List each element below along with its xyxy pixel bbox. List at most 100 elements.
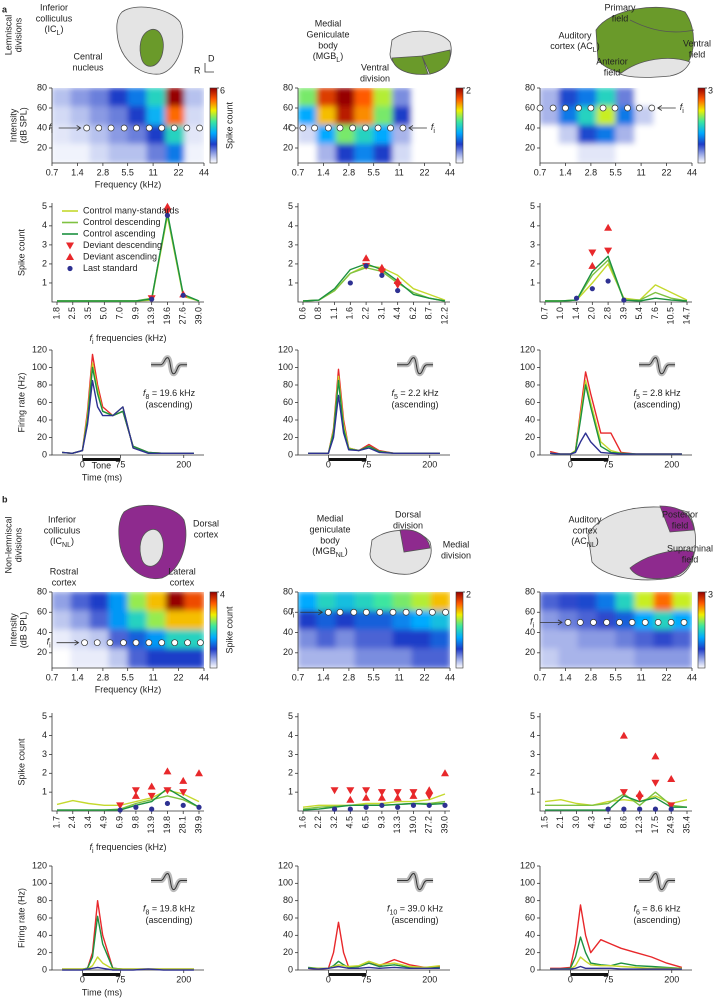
stim-label: fi — [680, 102, 685, 115]
anatomy-label: (ACNL) — [571, 536, 598, 549]
x-tick-label: 1.5 — [539, 816, 549, 829]
heat-cell — [392, 592, 413, 612]
stim-arrow — [300, 609, 324, 616]
y-tick-label: 1 — [530, 787, 535, 797]
colorbar-tick-label: 3 — [708, 589, 713, 599]
heat-cell — [634, 629, 655, 650]
heat-cell — [392, 125, 413, 145]
x-tick-label: 1.4 — [71, 672, 84, 682]
x-tick-label: 11 — [394, 167, 403, 177]
annotation-part: = 19.8 kHz — [149, 904, 195, 914]
anatomy-label: division — [360, 73, 390, 83]
deviant-marker — [163, 202, 172, 210]
heat-cell — [634, 143, 655, 163]
heat-cell — [672, 592, 692, 612]
x-tick-label: 200 — [176, 459, 191, 469]
stim-arrow — [657, 105, 676, 111]
y-tick-label: 80 — [37, 82, 47, 92]
last-standard-marker — [196, 804, 202, 810]
deviant-marker — [179, 776, 188, 784]
x-tick-label: 12.2 — [439, 307, 449, 325]
waveform — [151, 357, 188, 375]
last-standard-marker — [347, 806, 353, 812]
series-line — [308, 965, 440, 970]
heat-cell — [392, 88, 413, 108]
last-standard-marker — [379, 802, 385, 808]
y-tick-label: 20 — [37, 647, 47, 657]
heat-cell — [615, 106, 636, 126]
stimulus-bar — [570, 973, 609, 976]
anatomy-label-part: (IC — [50, 536, 62, 546]
stim-arrow — [58, 125, 82, 131]
deviant-marker — [195, 769, 203, 777]
y-tick-label: 80 — [525, 586, 535, 596]
heat-cell — [354, 592, 375, 612]
x-tick-label: 200 — [664, 459, 679, 469]
heat-cell — [653, 106, 674, 126]
x-tick-label: 0 — [568, 459, 573, 469]
heat-cell — [540, 125, 560, 145]
ac-suprarhinal-b — [629, 550, 695, 580]
stim-marker — [288, 124, 296, 132]
heat-cell — [146, 106, 167, 126]
legend-label: Last standard — [83, 263, 138, 273]
x-tick-label: 22 — [420, 167, 430, 177]
stimulus-bar — [328, 973, 367, 976]
heat-cell — [184, 610, 204, 631]
heatmap-clip — [298, 88, 450, 163]
y-tick-label: 2 — [42, 258, 47, 268]
x-tick-label: 8.7 — [424, 307, 434, 320]
heat-cell — [127, 106, 148, 126]
y-tick-label: 60 — [525, 912, 535, 922]
x-tick-label: 22 — [174, 672, 184, 682]
heat-cell — [430, 88, 450, 108]
heat-cell — [70, 610, 91, 631]
heat-cell — [596, 143, 617, 163]
y-tick-label: 4 — [42, 730, 47, 740]
x-axis-label: fi frequencies (kHz) — [89, 842, 166, 855]
x-tick-label: 0 — [568, 974, 573, 984]
y-tick-label: 2 — [530, 258, 535, 268]
heat-cell — [392, 629, 413, 650]
x-axis-label: Frequency (kHz) — [95, 179, 162, 189]
x-tick-label: 4.5 — [345, 816, 355, 829]
last-standard-marker — [589, 286, 595, 292]
anatomy-label: Dorsal — [193, 518, 219, 528]
x-tick-label: 2.2 — [313, 816, 323, 829]
stim-marker — [680, 619, 688, 626]
deviant-marker — [377, 793, 386, 801]
y-tick-label: 1 — [288, 787, 293, 797]
stim-label: fi — [530, 617, 535, 630]
annotation: (ascending) — [392, 399, 439, 409]
waveform — [639, 357, 676, 375]
deviant-marker — [362, 793, 371, 801]
heat-cell — [430, 629, 450, 650]
deviant-marker — [393, 793, 402, 801]
heat-cell — [89, 106, 110, 126]
y-tick-label: 40 — [525, 930, 535, 940]
x-tick-label: 1.4 — [317, 672, 330, 682]
waveform — [397, 873, 434, 891]
legend-swatch — [66, 253, 74, 260]
heat-cell — [354, 629, 375, 650]
x-tick-label: 75 — [361, 974, 371, 984]
y-axis-label: Spike count — [16, 228, 26, 276]
ac-posterior-b — [659, 505, 695, 533]
anatomy-label-part: (IC — [45, 24, 57, 34]
stim-label-part: i — [49, 643, 51, 650]
deviant-marker — [667, 774, 676, 782]
stim-marker — [576, 619, 584, 626]
last-standard-marker — [410, 802, 417, 808]
last-standard-marker — [395, 804, 401, 810]
heat-cell — [127, 88, 148, 108]
x-tick-label: 3.5 — [83, 307, 93, 320]
heat-cell — [298, 610, 318, 631]
stim-marker — [362, 124, 369, 132]
heat-cell — [411, 592, 432, 612]
ic-central — [139, 28, 164, 67]
stim-label: fi — [431, 122, 436, 135]
x-tick-label: 0 — [80, 459, 85, 469]
x-tick-label: 2.0 — [587, 307, 597, 320]
y-tick-label: 100 — [520, 362, 535, 372]
heat-cell — [89, 143, 110, 163]
